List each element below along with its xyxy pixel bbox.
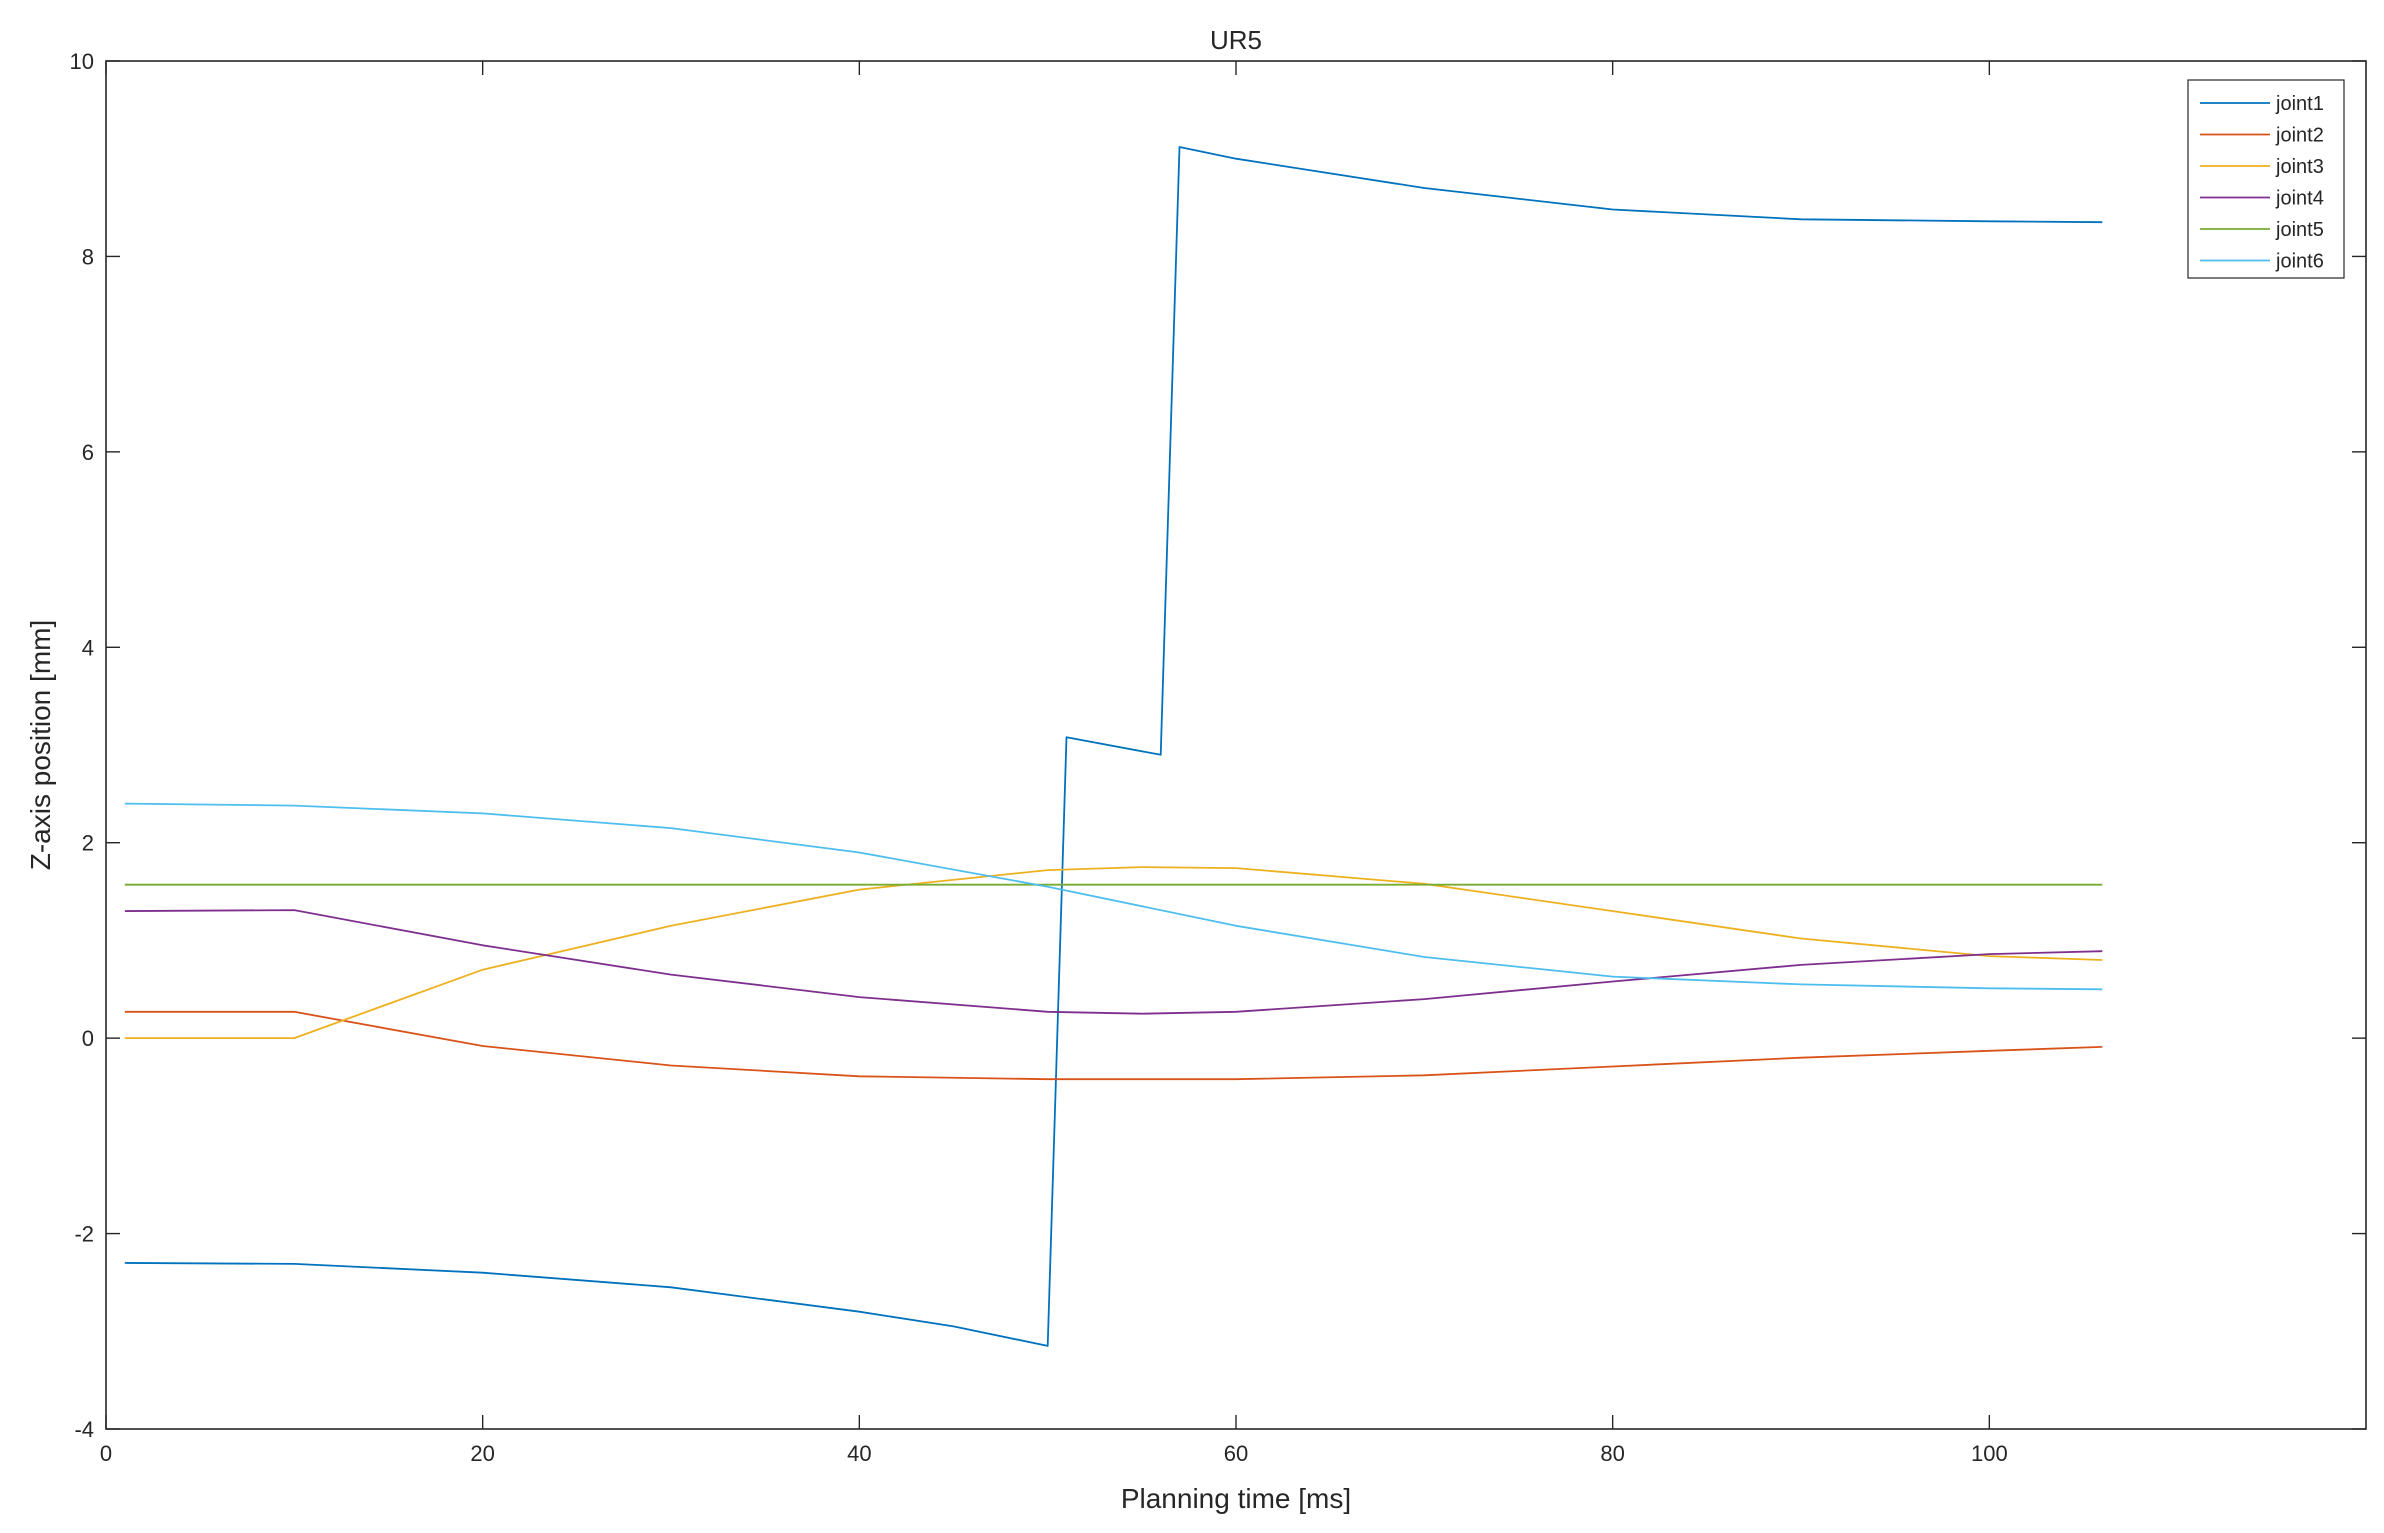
legend-box [2187, 79, 2345, 279]
x-tick-label: 60 [1224, 1441, 1248, 1466]
legend-label-joint5: joint5 [2275, 219, 2324, 241]
legend: joint1 joint2 joint3 joint4 joint5 joint6 [2187, 79, 2345, 279]
y-axis-title: Z-axis position [mm] [25, 620, 56, 871]
y-tick-label: 4 [82, 635, 94, 660]
series-line-joint2 [124, 1010, 2103, 1081]
chart-title: UR5 [1210, 25, 1262, 55]
x-tick-label: 100 [1971, 1441, 2008, 1466]
x-axis-title: Planning time [ms] [1121, 1483, 1351, 1514]
series-line-joint3 [124, 866, 2103, 1039]
y-tick-label: 8 [82, 244, 94, 269]
x-tick-label: 20 [470, 1441, 494, 1466]
y-tick-label: -4 [74, 1417, 94, 1442]
y-tick-label: 0 [82, 1026, 94, 1051]
y-tick-label: 10 [70, 49, 94, 74]
series-line-joint4 [124, 909, 2103, 1015]
x-tick-label: 80 [1600, 1441, 1624, 1466]
series-line-joint1 [124, 146, 2103, 1347]
legend-label-joint4: joint4 [2275, 188, 2324, 210]
plot-background [106, 61, 2366, 1429]
y-tick-label: 2 [82, 831, 94, 856]
series-layer [124, 146, 2103, 1347]
series-line-joint6 [124, 802, 2103, 991]
ticks-layer: 0 20 40 60 80 100 -4 -2 0 2 4 6 8 10 [70, 49, 2366, 1466]
y-tick-label: -2 [74, 1222, 94, 1247]
x-tick-label: 0 [100, 1441, 112, 1466]
legend-label-joint6: joint6 [2275, 251, 2324, 273]
legend-label-joint1: joint1 [2275, 93, 2324, 115]
y-tick-label: 6 [82, 440, 94, 465]
legend-label-joint3: joint3 [2275, 156, 2324, 178]
x-tick-label: 40 [847, 1441, 871, 1466]
legend-label-joint2: joint2 [2275, 125, 2324, 147]
